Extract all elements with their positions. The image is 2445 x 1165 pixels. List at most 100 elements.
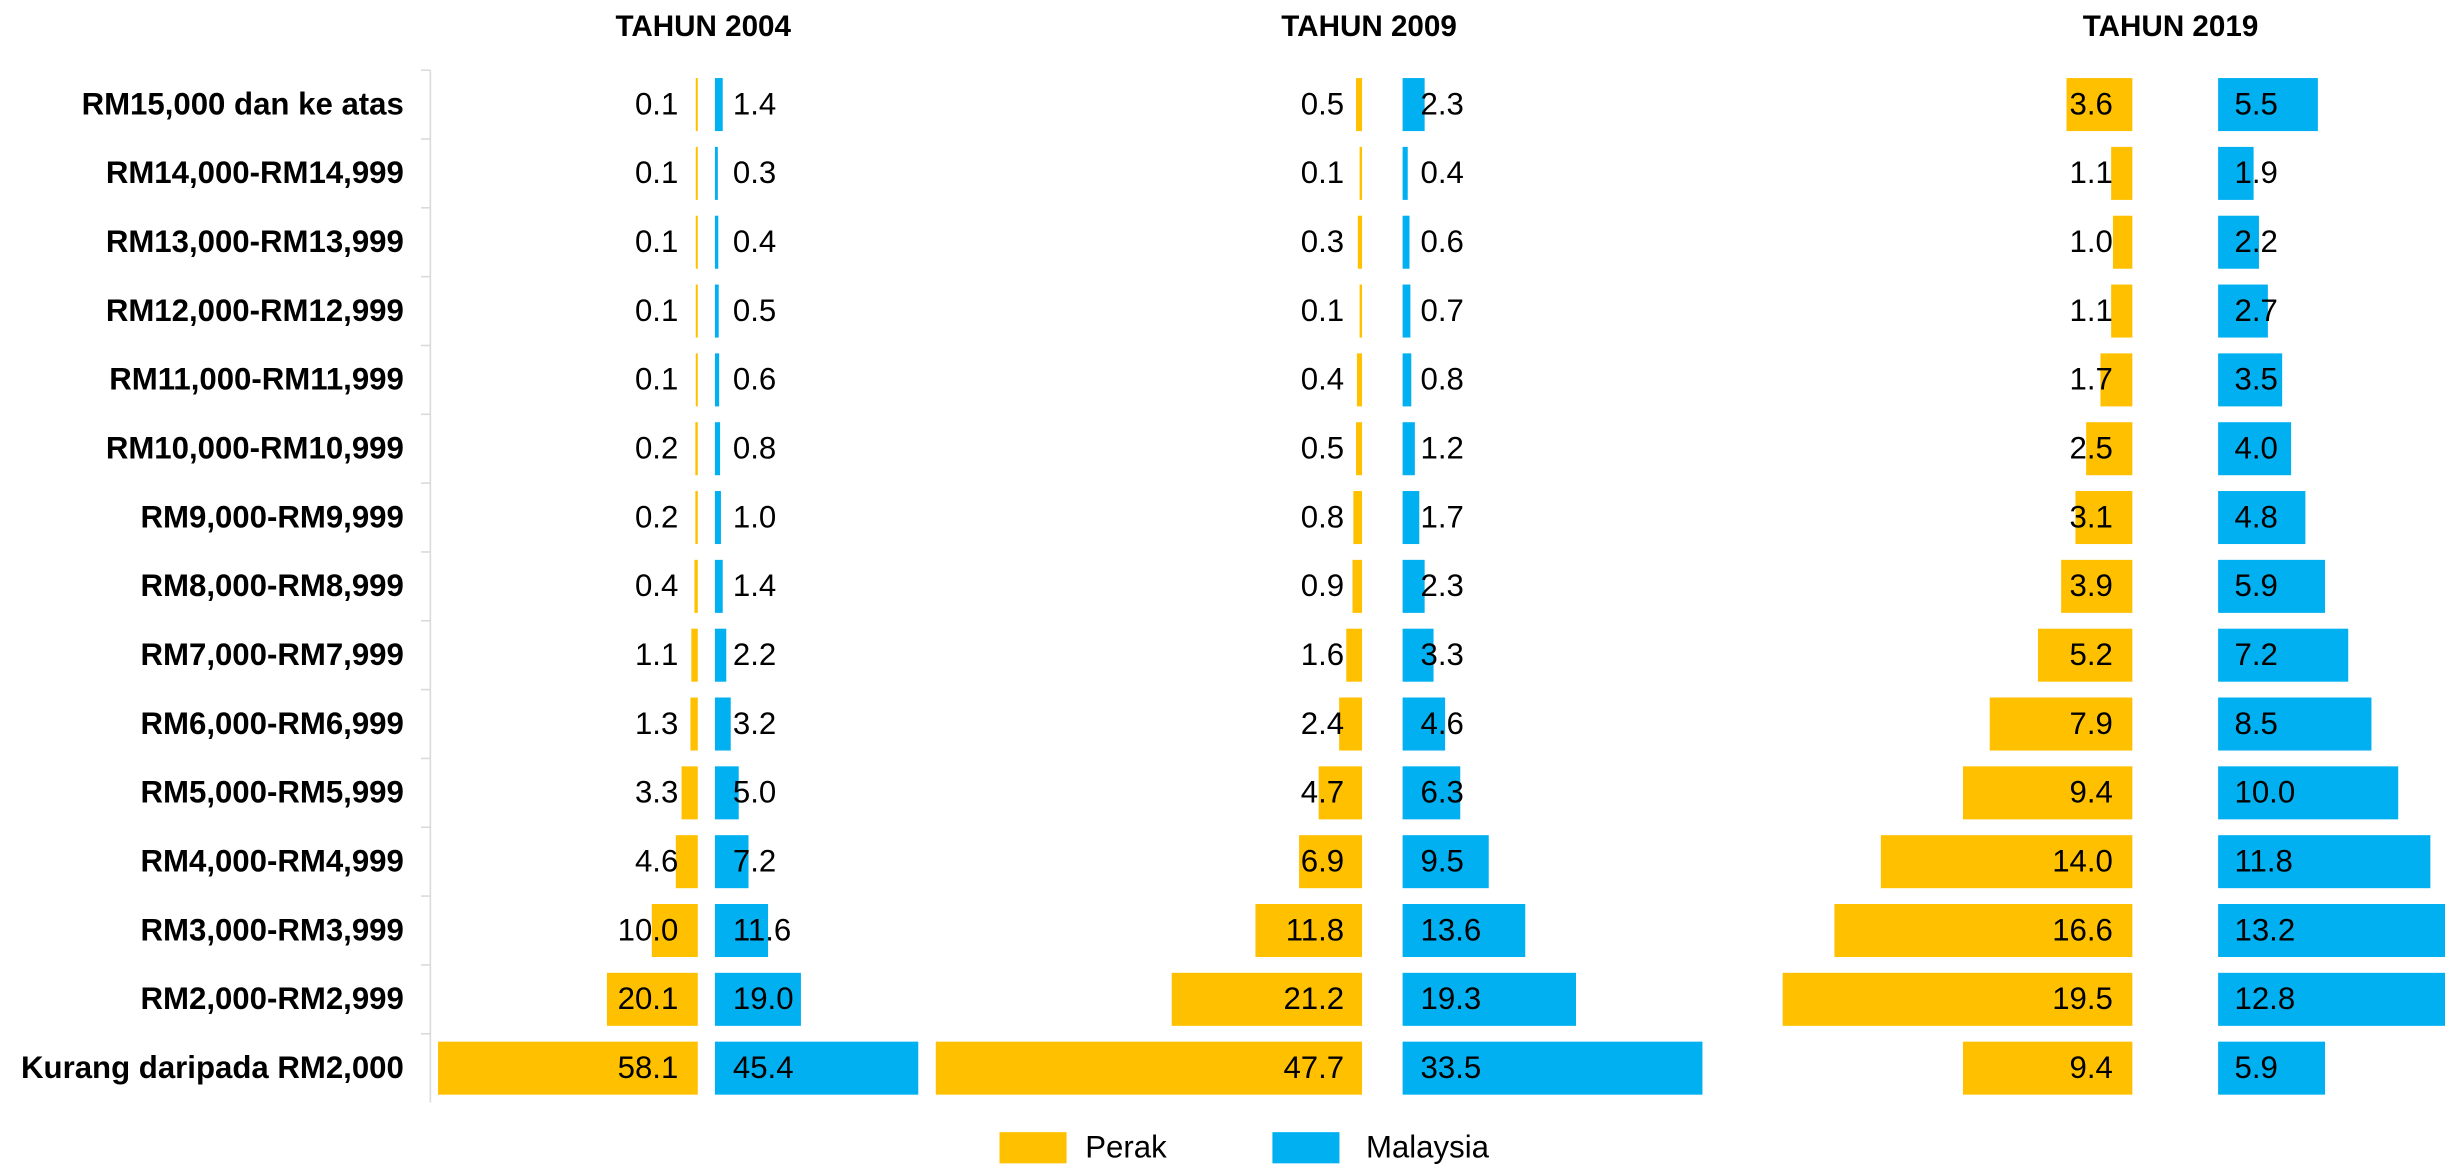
value-label: 0.4	[635, 568, 678, 603]
bar	[2218, 835, 2431, 889]
bar	[1352, 559, 1363, 613]
value-label: 0.8	[733, 431, 776, 466]
value-label: 6.3	[1421, 775, 1464, 810]
value-label: 0.5	[1301, 431, 1344, 466]
bar	[694, 559, 698, 613]
value-label: 3.5	[2234, 362, 2277, 397]
value-label: 10.0	[2234, 775, 2295, 810]
bar	[438, 1041, 698, 1095]
bar	[606, 972, 698, 1026]
bar	[2218, 628, 2349, 682]
value-label: 3.1	[2070, 499, 2113, 534]
category-label: Kurang daripada RM2,000	[21, 1050, 404, 1085]
bar	[2100, 353, 2133, 407]
bar	[2218, 491, 2306, 545]
bar	[714, 146, 718, 200]
bar	[691, 628, 698, 682]
bar	[714, 559, 723, 613]
value-label: 0.5	[733, 293, 776, 328]
bar	[714, 422, 721, 476]
bar	[1962, 1041, 2133, 1095]
bar	[1782, 972, 2133, 1026]
value-label: 10.0	[618, 912, 679, 947]
legend-swatch	[999, 1132, 1067, 1164]
bar	[1356, 422, 1363, 476]
value-label: 2.5	[2070, 431, 2113, 466]
bar	[2037, 628, 2133, 682]
bar	[2112, 215, 2133, 269]
value-label: 0.9	[1301, 568, 1344, 603]
bar	[1356, 78, 1363, 132]
bar	[1402, 78, 1425, 132]
value-label: 5.2	[2070, 637, 2113, 672]
value-label: 0.8	[1301, 499, 1344, 534]
value-label: 19.3	[1421, 981, 1482, 1016]
value-label: 0.1	[635, 86, 678, 121]
bar	[2218, 422, 2292, 476]
bar	[1402, 835, 1489, 889]
value-label: 3.2	[733, 706, 776, 741]
value-label: 2.7	[2234, 293, 2277, 328]
value-label: 13.2	[2234, 912, 2295, 947]
value-label: 5.5	[2234, 86, 2277, 121]
bar	[690, 697, 698, 751]
value-label: 2.2	[2234, 224, 2277, 259]
bar	[714, 215, 719, 269]
bar	[714, 972, 801, 1026]
value-label: 1.9	[2234, 155, 2277, 190]
bar	[675, 835, 698, 889]
bar	[651, 903, 698, 958]
bar	[1834, 903, 2133, 958]
value-label: 2.3	[1421, 86, 1464, 121]
bar	[1989, 697, 2133, 751]
value-label: 1.3	[635, 706, 678, 741]
value-label: 2.4	[1301, 706, 1344, 741]
value-label: 1.2	[1421, 431, 1464, 466]
bar	[2075, 491, 2133, 545]
value-label: 0.3	[733, 155, 776, 190]
value-label: 7.2	[2234, 637, 2277, 672]
value-label: 19.0	[733, 981, 794, 1016]
category-label: RM14,000-RM14,999	[106, 155, 404, 190]
value-label: 4.6	[635, 843, 678, 878]
category-label: RM13,000-RM13,999	[106, 224, 404, 259]
bar	[2218, 559, 2326, 613]
value-label: 0.2	[635, 431, 678, 466]
bar	[695, 422, 698, 476]
value-label: 0.4	[1301, 362, 1344, 397]
value-label: 58.1	[618, 1050, 679, 1085]
bar	[2218, 146, 2254, 200]
panel-title: TAHUN 2004	[615, 10, 791, 43]
value-label: 1.4	[733, 86, 776, 121]
value-label: 4.0	[2234, 431, 2277, 466]
bar	[1356, 353, 1363, 407]
category-label: RM2,000-RM2,999	[141, 981, 404, 1016]
value-label: 3.3	[635, 775, 678, 810]
value-label: 9.4	[2070, 775, 2113, 810]
value-label: 20.1	[618, 981, 679, 1016]
bar	[2218, 903, 2445, 958]
value-label: 2.2	[733, 637, 776, 672]
bar	[1255, 903, 1363, 958]
category-label: RM10,000-RM10,999	[106, 431, 404, 466]
value-label: 4.6	[1421, 706, 1464, 741]
panel-title: TAHUN 2019	[2083, 10, 2259, 43]
value-label: 0.4	[1421, 155, 1464, 190]
value-label: 8.5	[2234, 706, 2277, 741]
bar	[1402, 903, 1526, 958]
value-label: 1.0	[733, 499, 776, 534]
panel-title: TAHUN 2009	[1281, 10, 1457, 43]
value-label: 13.6	[1421, 912, 1482, 947]
category-label: RM12,000-RM12,999	[106, 293, 404, 328]
bar	[1402, 353, 1412, 407]
bar	[1346, 628, 1363, 682]
value-label: 0.1	[635, 155, 678, 190]
bar	[714, 766, 739, 820]
value-label: 3.3	[1421, 637, 1464, 672]
bar	[2086, 422, 2133, 476]
value-label: 0.1	[635, 224, 678, 259]
value-label: 12.8	[2234, 981, 2295, 1016]
bar	[1357, 215, 1363, 269]
value-label: 3.9	[2070, 568, 2113, 603]
